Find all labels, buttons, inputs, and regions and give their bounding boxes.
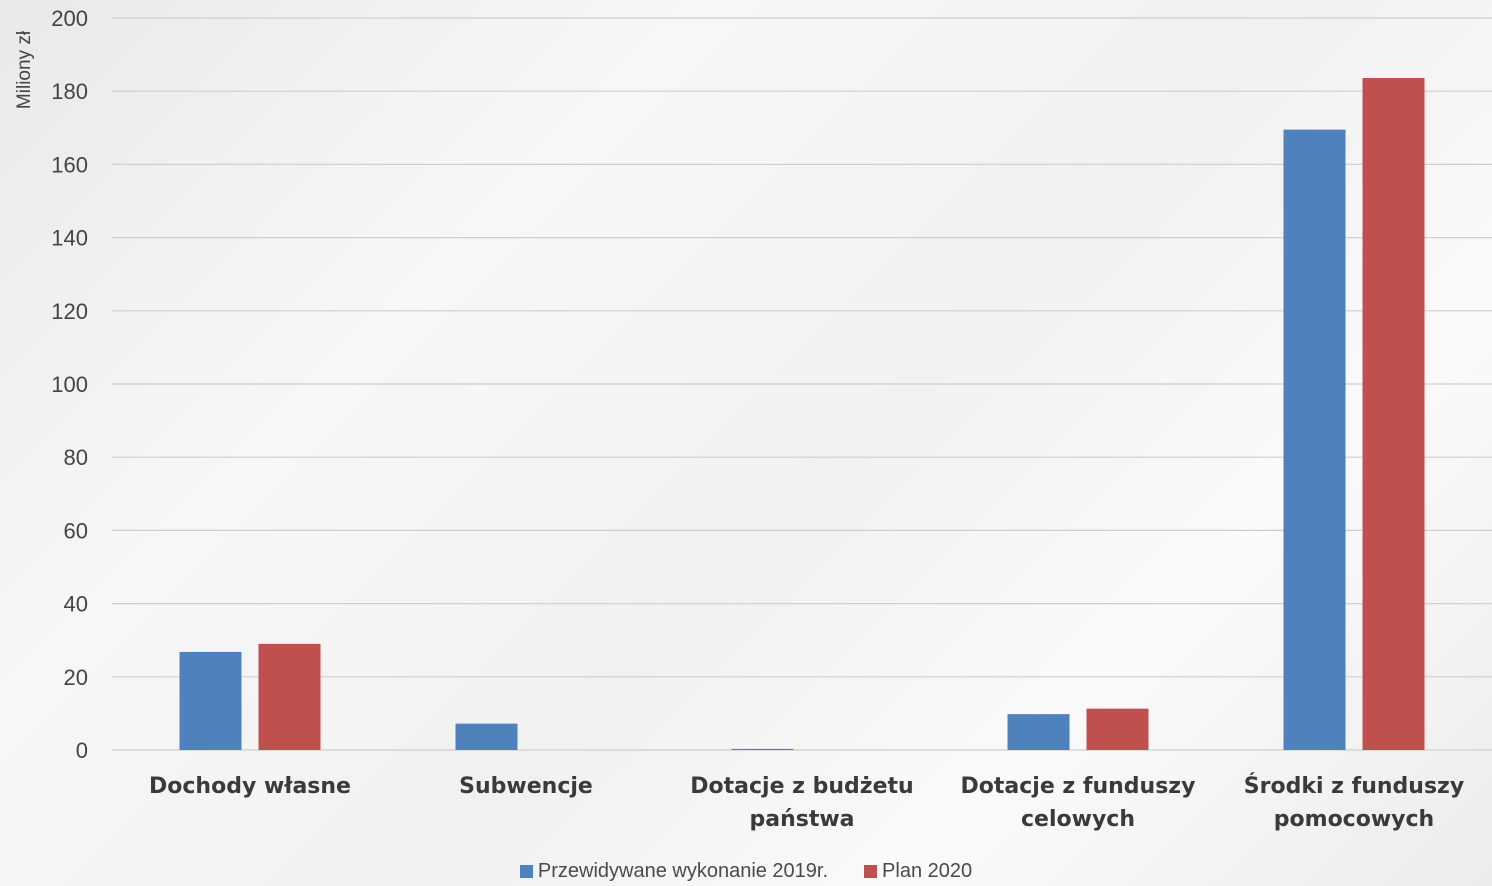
bar-series1-cat4 [1362, 78, 1425, 751]
y-axis-label: Miliony zł [14, 30, 35, 109]
gridlines [112, 17, 1492, 751]
bar-series0-cat3 [1007, 714, 1070, 750]
category-label: Dotacje z budżetu państwa [690, 774, 913, 832]
y-tick-label: 100 [51, 372, 88, 397]
legend: Przewidywane wykonanie 2019r. Plan 2020 [0, 860, 1492, 883]
y-tick-label: 40 [64, 592, 88, 617]
bar-series1-cat0 [258, 643, 321, 750]
bar-series0-cat0 [179, 651, 242, 750]
legend-item-2020: Plan 2020 [864, 860, 972, 883]
bars [179, 78, 1425, 751]
bar-series0-cat2 [731, 748, 794, 750]
bar-series0-cat1 [455, 723, 518, 750]
y-tick-label: 0 [76, 738, 88, 763]
category-label: Dochody własne [149, 774, 351, 799]
y-tick-label: 200 [51, 6, 88, 31]
category-label: Dotacje z funduszy celowych [961, 774, 1196, 832]
category-label: Środki z funduszy pomocowych [1244, 773, 1464, 832]
y-tick-label: 20 [64, 665, 88, 690]
legend-swatch-2019 [519, 865, 533, 878]
x-axis-categories: Dochody własne Subwencje Dotacje z budżetu… [149, 773, 1464, 832]
legend-item-2019: Przewidywane wykonanie 2019r. [519, 860, 829, 883]
y-axis-ticks: 0 20 40 60 80 100 120 140 160 180 200 [51, 6, 88, 763]
legend-swatch-2020 [864, 865, 878, 878]
y-tick-label: 60 [64, 518, 88, 543]
y-tick-label: 180 [51, 79, 88, 104]
y-tick-label: 120 [51, 299, 88, 324]
bar-series0-cat4 [1283, 129, 1346, 750]
category-label: Subwencje [459, 774, 593, 799]
bar-series1-cat3 [1086, 708, 1149, 750]
y-tick-label: 80 [64, 445, 88, 470]
legend-label-2020: Plan 2020 [882, 860, 973, 882]
y-tick-label: 160 [51, 152, 88, 177]
y-tick-label: 140 [51, 226, 88, 251]
legend-label-2019: Przewidywane wykonanie 2019r. [537, 860, 829, 882]
